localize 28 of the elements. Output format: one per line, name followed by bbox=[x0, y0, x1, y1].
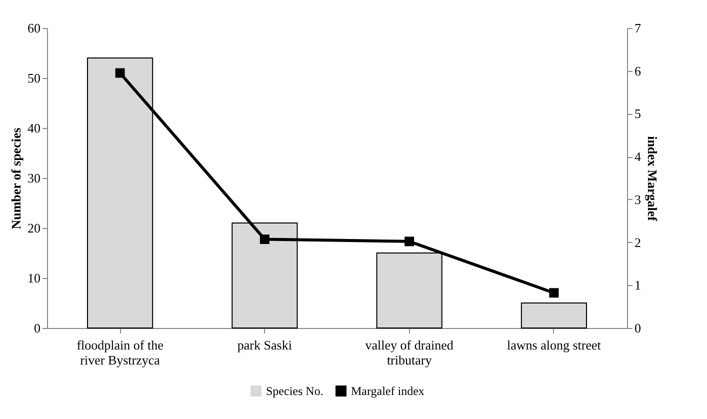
y-tick-label: 10 bbox=[28, 270, 40, 286]
y-tick-label: 20 bbox=[28, 220, 40, 236]
y2-tick-label: 5 bbox=[634, 106, 641, 122]
y-axis-title: Number of species bbox=[8, 128, 24, 230]
y-tick-label: 0 bbox=[34, 320, 40, 336]
y2-axis-title: index Margalef bbox=[645, 136, 660, 222]
y2-tick-label: 1 bbox=[634, 278, 641, 293]
y-tick-label: 30 bbox=[28, 170, 40, 186]
y-tick-label: 40 bbox=[28, 120, 40, 136]
y2-tick-label: 7 bbox=[634, 20, 642, 36]
y-tick-label: 60 bbox=[28, 20, 40, 36]
x-tick-label: valley of drained tributary bbox=[365, 338, 454, 368]
legend-label: Margalef index bbox=[351, 384, 424, 398]
x-tick-label: lawns along street bbox=[507, 338, 602, 352]
point bbox=[260, 234, 270, 244]
y2-tick-label: 2 bbox=[634, 234, 641, 250]
bar bbox=[520, 302, 587, 328]
y2-tick-label: 4 bbox=[634, 149, 642, 164]
point bbox=[404, 236, 414, 246]
legend-label: Species No. bbox=[266, 384, 324, 398]
y2-tick-label: 6 bbox=[634, 63, 642, 78]
x-tick-label: floodplain of the river Bystrzyca bbox=[76, 338, 164, 368]
y2-tick-label: 0 bbox=[634, 320, 641, 336]
y-tick-label: 50 bbox=[28, 70, 40, 86]
point bbox=[549, 288, 559, 298]
point bbox=[115, 68, 125, 78]
x-tick-label: park Saski bbox=[237, 338, 292, 352]
y2-tick-label: 3 bbox=[634, 192, 641, 207]
